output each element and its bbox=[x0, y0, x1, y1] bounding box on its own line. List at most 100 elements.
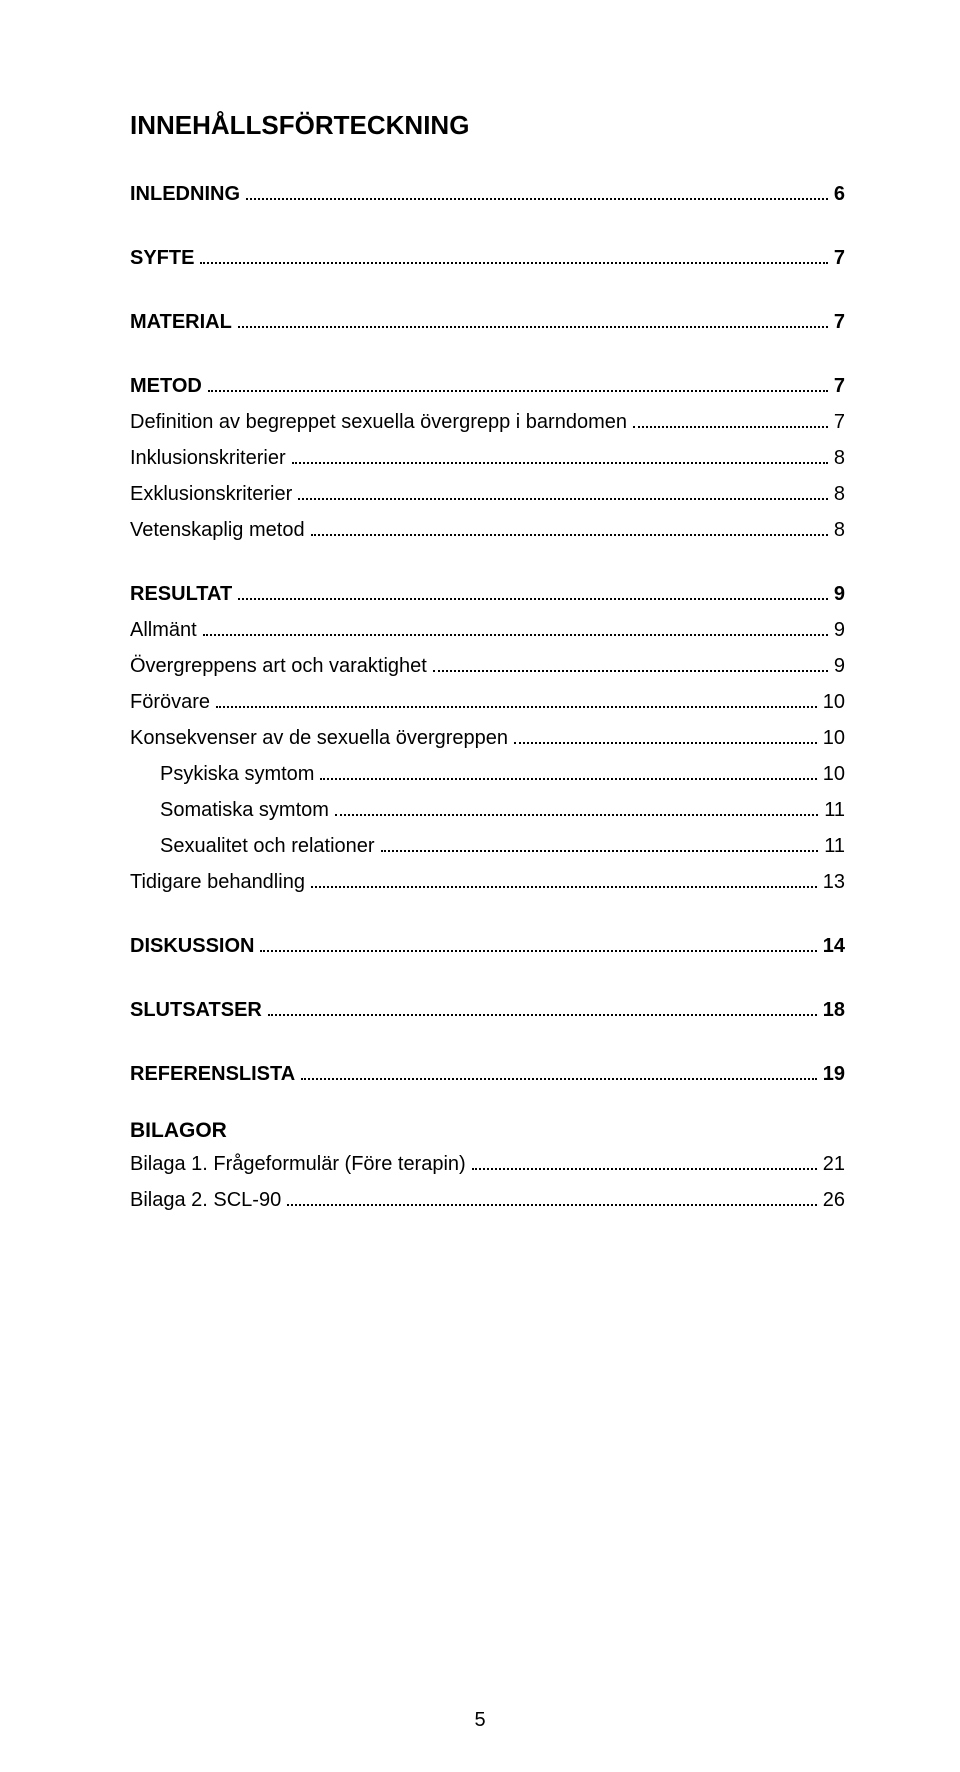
toc-entry: MATERIAL 7 bbox=[130, 307, 845, 337]
toc-entry-label: Inklusionskriterier bbox=[130, 443, 288, 473]
toc-entry-label: SLUTSATSER bbox=[130, 995, 264, 1025]
toc-spacer bbox=[130, 903, 845, 931]
toc-entry: Definition av begreppet sexuella övergre… bbox=[130, 407, 845, 437]
toc-entry: Förövare 10 bbox=[130, 687, 845, 717]
toc-entry-page: 9 bbox=[832, 651, 845, 681]
toc-entry-label: Psykiska symtom bbox=[160, 759, 316, 789]
toc-entry-page: 7 bbox=[832, 371, 845, 401]
table-of-contents: INLEDNING 6 SYFTE 7 MATERIAL 7 METOD 7 Definitio… bbox=[130, 179, 845, 1089]
toc-entry-label: Förövare bbox=[130, 687, 212, 717]
toc-spacer bbox=[130, 343, 845, 371]
toc-entry-page: 8 bbox=[832, 479, 845, 509]
toc-leader-dots bbox=[301, 1064, 817, 1080]
toc-entry-label: Tidigare behandling bbox=[130, 867, 307, 897]
toc-entry: Sexualitet och relationer 11 bbox=[130, 831, 845, 861]
toc-entry-label: Bilaga 2. SCL-90 bbox=[130, 1185, 283, 1215]
toc-entry: Exklusionskriterier 8 bbox=[130, 479, 845, 509]
toc-leader-dots bbox=[335, 800, 818, 816]
toc-leader-dots bbox=[311, 872, 817, 888]
toc-spacer bbox=[130, 967, 845, 995]
toc-entry: Bilaga 1. Frågeformulär (Före terapin) 21 bbox=[130, 1149, 845, 1179]
toc-leader-dots bbox=[208, 376, 828, 392]
toc-leader-dots bbox=[238, 584, 828, 600]
toc-entry: DISKUSSION 14 bbox=[130, 931, 845, 961]
toc-entry-label: Bilaga 1. Frågeformulär (Före terapin) bbox=[130, 1149, 468, 1179]
toc-entry-label: DISKUSSION bbox=[130, 931, 256, 961]
toc-spacer bbox=[130, 279, 845, 307]
toc-entry: Övergreppens art och varaktighet 9 bbox=[130, 651, 845, 681]
toc-leader-dots bbox=[216, 692, 817, 708]
toc-entry-label: Konsekvenser av de sexuella övergreppen bbox=[130, 723, 510, 753]
bilagor-list: Bilaga 1. Frågeformulär (Före terapin) 21… bbox=[130, 1149, 845, 1215]
toc-entry-label: REFERENSLISTA bbox=[130, 1059, 297, 1089]
bilagor-heading: BILAGOR bbox=[130, 1119, 845, 1143]
toc-entry-label: MATERIAL bbox=[130, 307, 234, 337]
toc-entry: SLUTSATSER 18 bbox=[130, 995, 845, 1025]
page-number: 5 bbox=[0, 1709, 960, 1732]
toc-entry: Allmänt 9 bbox=[130, 615, 845, 645]
toc-entry: RESULTAT 9 bbox=[130, 579, 845, 609]
toc-entry: METOD 7 bbox=[130, 371, 845, 401]
toc-leader-dots bbox=[320, 764, 816, 780]
toc-entry-page: 19 bbox=[821, 1059, 845, 1089]
toc-leader-dots bbox=[633, 412, 828, 428]
toc-leader-dots bbox=[381, 836, 819, 852]
toc-entry-label: Allmänt bbox=[130, 615, 199, 645]
toc-entry-page: 9 bbox=[832, 615, 845, 645]
toc-entry-label: SYFTE bbox=[130, 243, 196, 273]
toc-entry-page: 6 bbox=[832, 179, 845, 209]
toc-entry-label: Exklusionskriterier bbox=[130, 479, 294, 509]
toc-leader-dots bbox=[514, 728, 817, 744]
toc-entry: Inklusionskriterier 8 bbox=[130, 443, 845, 473]
toc-entry-label: Övergreppens art och varaktighet bbox=[130, 651, 429, 681]
document-page: INNEHÅLLSFÖRTECKNING INLEDNING6SYFTE7MAT… bbox=[0, 0, 960, 1772]
toc-entry-page: 8 bbox=[832, 515, 845, 545]
toc-entry-page: 11 bbox=[822, 795, 845, 825]
toc-entry-page: 21 bbox=[821, 1149, 845, 1179]
toc-spacer bbox=[130, 1031, 845, 1059]
toc-entry-page: 18 bbox=[821, 995, 845, 1025]
toc-entry-page: 26 bbox=[821, 1185, 845, 1215]
toc-leader-dots bbox=[238, 312, 828, 328]
toc-leader-dots bbox=[268, 1000, 817, 1016]
toc-entry-page: 7 bbox=[832, 243, 845, 273]
toc-leader-dots bbox=[311, 520, 828, 536]
toc-entry-page: 10 bbox=[821, 723, 845, 753]
toc-entry-label: Definition av begreppet sexuella övergre… bbox=[130, 407, 629, 437]
page-title: INNEHÅLLSFÖRTECKNING bbox=[130, 110, 845, 141]
toc-entry: INLEDNING 6 bbox=[130, 179, 845, 209]
toc-leader-dots bbox=[246, 184, 828, 200]
toc-leader-dots bbox=[260, 936, 816, 952]
toc-entry-page: 7 bbox=[832, 307, 845, 337]
toc-entry-label: Vetenskaplig metod bbox=[130, 515, 307, 545]
toc-entry: Konsekvenser av de sexuella övergreppen 1… bbox=[130, 723, 845, 753]
toc-leader-dots bbox=[298, 484, 828, 500]
toc-entry: Bilaga 2. SCL-90 26 bbox=[130, 1185, 845, 1215]
toc-entry-label: METOD bbox=[130, 371, 204, 401]
toc-entry-page: 8 bbox=[832, 443, 845, 473]
toc-entry-label: RESULTAT bbox=[130, 579, 234, 609]
toc-leader-dots bbox=[292, 448, 828, 464]
toc-entry: Tidigare behandling 13 bbox=[130, 867, 845, 897]
toc-entry: Somatiska symtom 11 bbox=[130, 795, 845, 825]
toc-entry: SYFTE 7 bbox=[130, 243, 845, 273]
toc-entry-label: Somatiska symtom bbox=[160, 795, 331, 825]
toc-entry-page: 14 bbox=[821, 931, 845, 961]
toc-spacer bbox=[130, 551, 845, 579]
toc-entry-label: Sexualitet och relationer bbox=[160, 831, 377, 861]
toc-entry-page: 13 bbox=[821, 867, 845, 897]
toc-entry: REFERENSLISTA 19 bbox=[130, 1059, 845, 1089]
toc-spacer bbox=[130, 215, 845, 243]
toc-entry-page: 10 bbox=[821, 759, 845, 789]
toc-entry-page: 7 bbox=[832, 407, 845, 437]
toc-leader-dots bbox=[200, 248, 827, 264]
toc-entry: Vetenskaplig metod 8 bbox=[130, 515, 845, 545]
toc-entry-label: INLEDNING bbox=[130, 179, 242, 209]
toc-leader-dots bbox=[433, 656, 828, 672]
toc-entry-page: 11 bbox=[822, 831, 845, 861]
toc-entry: Psykiska symtom 10 bbox=[130, 759, 845, 789]
toc-entry-page: 9 bbox=[832, 579, 845, 609]
toc-leader-dots bbox=[472, 1154, 817, 1170]
toc-leader-dots bbox=[287, 1190, 817, 1206]
toc-entry-page: 10 bbox=[821, 687, 845, 717]
